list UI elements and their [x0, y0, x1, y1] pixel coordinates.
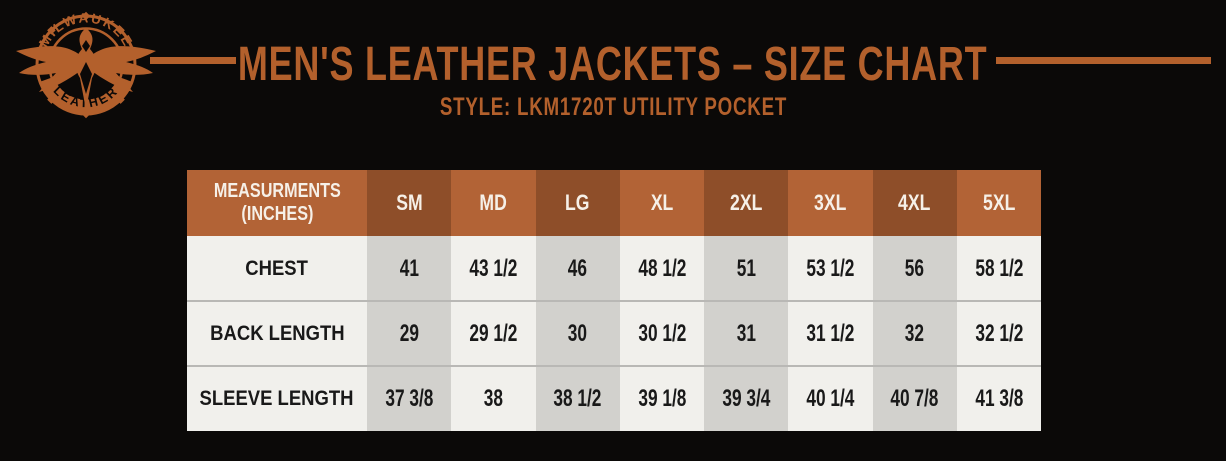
page-title-text: MEN'S LEATHER JACKETS – SIZE CHART — [238, 38, 988, 91]
value-cell: 39 1/8 — [619, 366, 704, 431]
value-cell: 41 — [367, 236, 452, 301]
value-cell: 31 — [704, 301, 789, 366]
value-cell: 29 1/2 — [451, 301, 536, 366]
table-header-measurements-text: MEASURMENTS (INCHES) — [213, 180, 341, 225]
value-cell: 37 3/8 — [367, 366, 452, 431]
row-label-chest: CHEST — [187, 236, 367, 301]
title-rule-right — [996, 57, 1211, 64]
style-subtitle-text: STYLE: LKM1720T UTILITY POCKET — [439, 93, 787, 121]
value-cell: 32 — [872, 301, 957, 366]
row-divider — [187, 300, 1041, 302]
table-header-3xl: 3XL — [788, 170, 873, 236]
value-cell: 39 3/4 — [704, 366, 789, 431]
row-label-sleeve-length: SLEEVE LENGTH — [187, 366, 367, 431]
value-cell: 43 1/2 — [451, 236, 536, 301]
size-table: MEASURMENTS (INCHES) SM MD LG XL 2XL 3XL… — [187, 170, 1041, 431]
value-cell: 30 1/2 — [619, 301, 704, 366]
value-cell: 58 1/2 — [956, 236, 1041, 301]
style-subtitle: STYLE: LKM1720T UTILITY POCKET — [0, 94, 1226, 120]
eagle-cutouts — [80, 40, 92, 94]
value-cell: 53 1/2 — [788, 236, 873, 301]
row-label-back-length: BACK LENGTH — [187, 301, 367, 366]
value-cell: 48 1/2 — [619, 236, 704, 301]
page-title: MEN'S LEATHER JACKETS – SIZE CHART — [0, 41, 1226, 89]
value-cell: 46 — [535, 236, 620, 301]
value-cell: 56 — [872, 236, 957, 301]
table-header-xl: XL — [619, 170, 704, 236]
table-header-measurements: MEASURMENTS (INCHES) — [187, 170, 367, 236]
table-header-sm: SM — [367, 170, 452, 236]
value-cell: 40 7/8 — [872, 366, 957, 431]
table-header-lg: LG — [535, 170, 620, 236]
table-header-5xl: 5XL — [956, 170, 1041, 236]
value-cell: 41 3/8 — [956, 366, 1041, 431]
value-cell: 29 — [367, 301, 452, 366]
value-cell: 38 — [451, 366, 536, 431]
milwaukee-leather-logo: MILWAUKEE LEATHER — [16, 10, 156, 119]
value-cell: 40 1/4 — [788, 366, 873, 431]
row-divider — [187, 365, 1041, 367]
title-rule-left — [150, 57, 236, 64]
value-cell: 51 — [704, 236, 789, 301]
value-cell: 31 1/2 — [788, 301, 873, 366]
table-header-md: MD — [451, 170, 536, 236]
value-cell: 32 1/2 — [956, 301, 1041, 366]
table-header-4xl: 4XL — [872, 170, 957, 236]
table-header-2xl: 2XL — [704, 170, 789, 236]
value-cell: 30 — [535, 301, 620, 366]
value-cell: 38 1/2 — [535, 366, 620, 431]
